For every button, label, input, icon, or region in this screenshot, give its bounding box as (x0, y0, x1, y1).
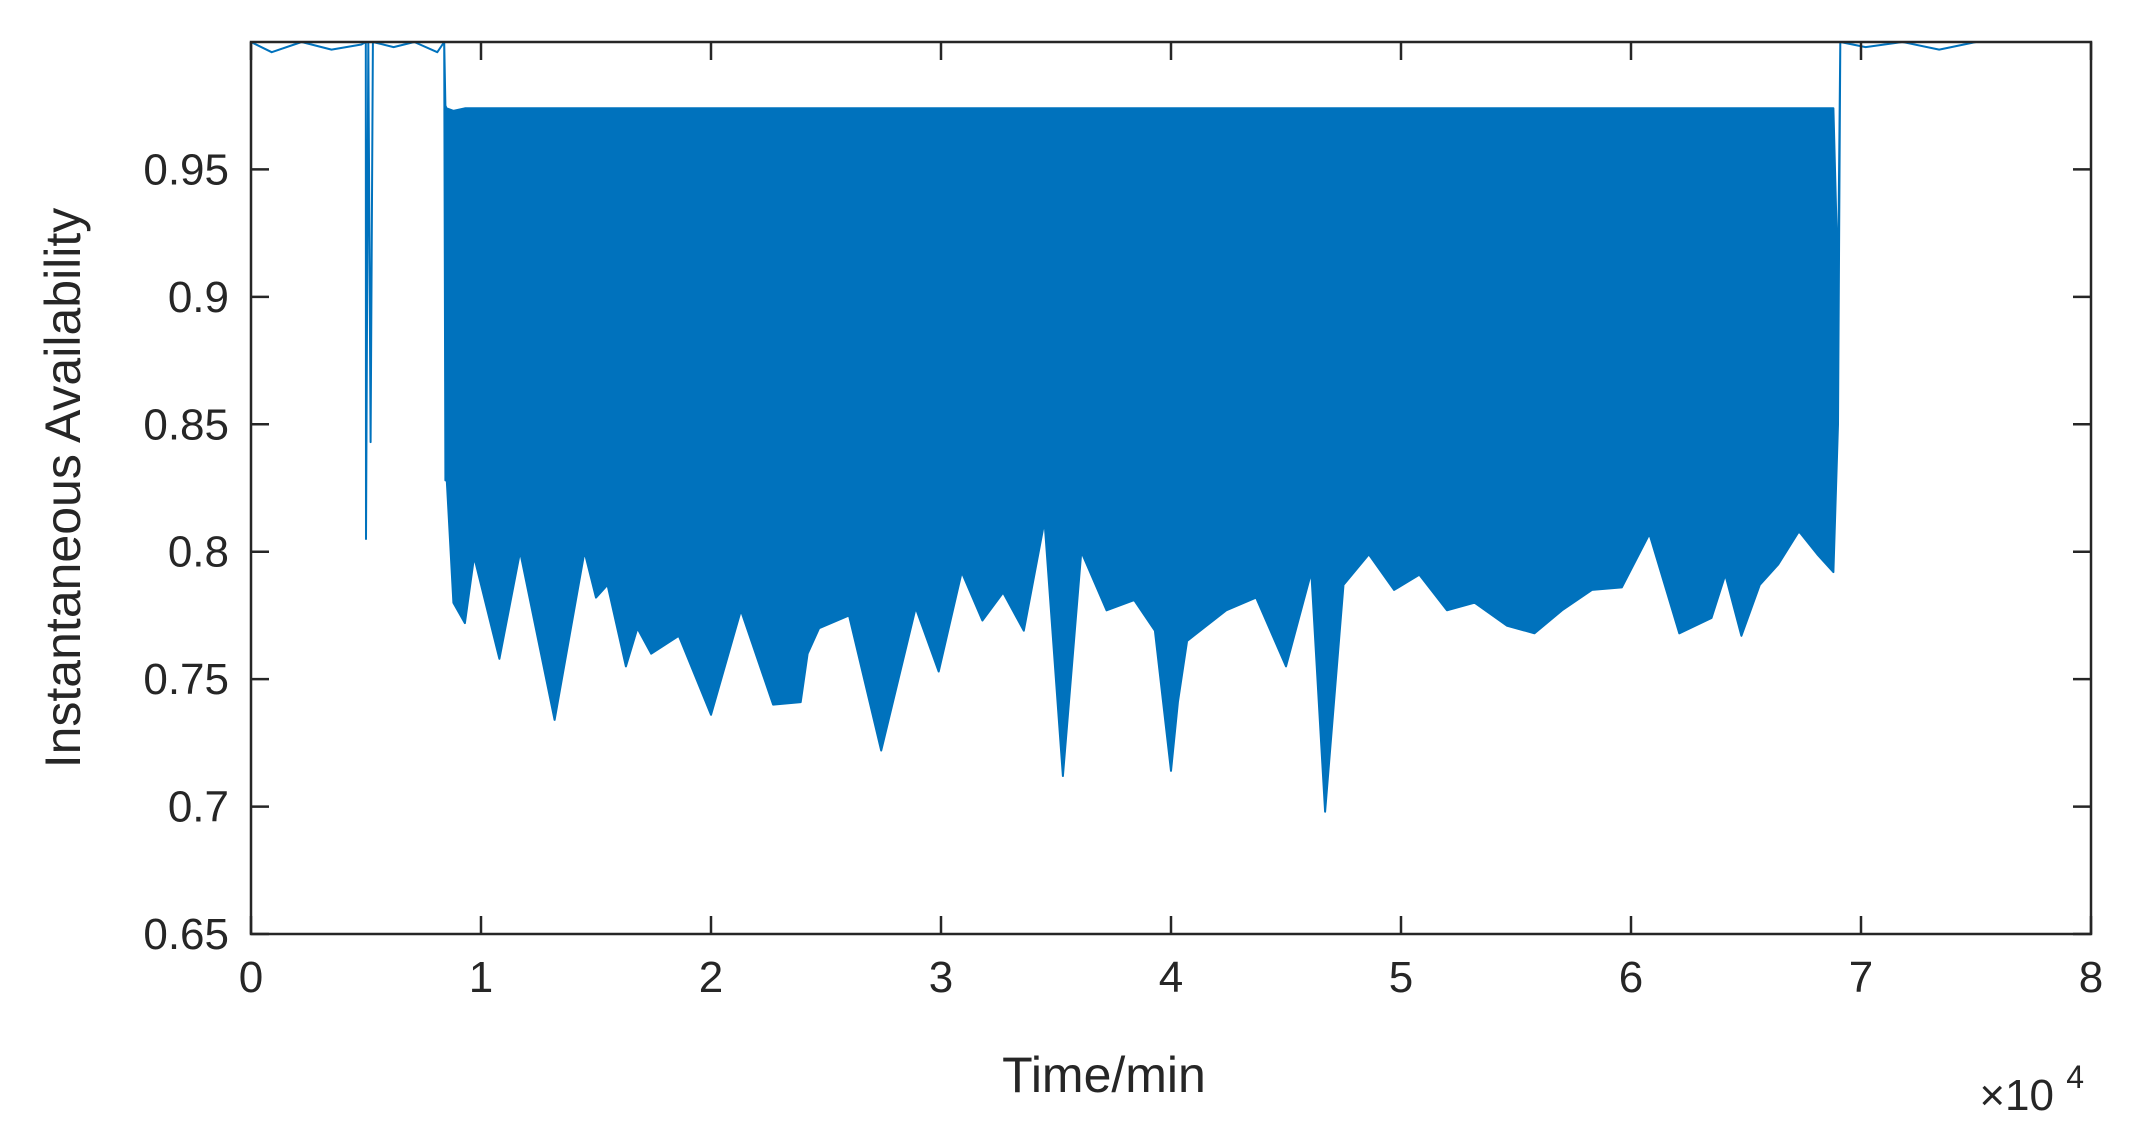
y-tick-label: 0.85 (143, 400, 229, 449)
x-exponent-base: ×10 (1979, 1071, 2054, 1120)
x-tick-label: 2 (699, 953, 723, 1002)
y-tick-labels: 0.65 0.7 0.75 0.8 0.85 0.9 0.95 (143, 145, 229, 959)
x-tick-label: 6 (1619, 953, 1643, 1002)
x-exponent-label: ×10 4 (1979, 1059, 2084, 1120)
x-tick-label: 4 (1159, 953, 1183, 1002)
x-exponent-power: 4 (2066, 1059, 2084, 1095)
y-tick-label: 0.95 (143, 145, 229, 194)
x-axis-label: Time/min (1002, 1047, 1206, 1103)
x-tick-label: 3 (929, 953, 953, 1002)
y-axis-label: Instantaneous Availability (35, 208, 91, 769)
y-tick-label: 0.75 (143, 655, 229, 704)
x-tick-label: 7 (1849, 953, 1873, 1002)
x-tick-label: 1 (469, 953, 493, 1002)
plot-frame (249, 40, 2093, 936)
x-tick-labels: 0 1 2 3 4 5 6 7 8 (239, 953, 2103, 1002)
y-tick-label: 0.9 (168, 273, 229, 322)
x-tick-label: 5 (1389, 953, 1413, 1002)
y-tick-label: 0.7 (168, 783, 229, 832)
y-tick-label: 0.65 (143, 910, 229, 959)
y-tick-label: 0.8 (168, 528, 229, 577)
x-tick-label: 0 (239, 953, 263, 1002)
x-tick-label: 8 (2079, 953, 2103, 1002)
